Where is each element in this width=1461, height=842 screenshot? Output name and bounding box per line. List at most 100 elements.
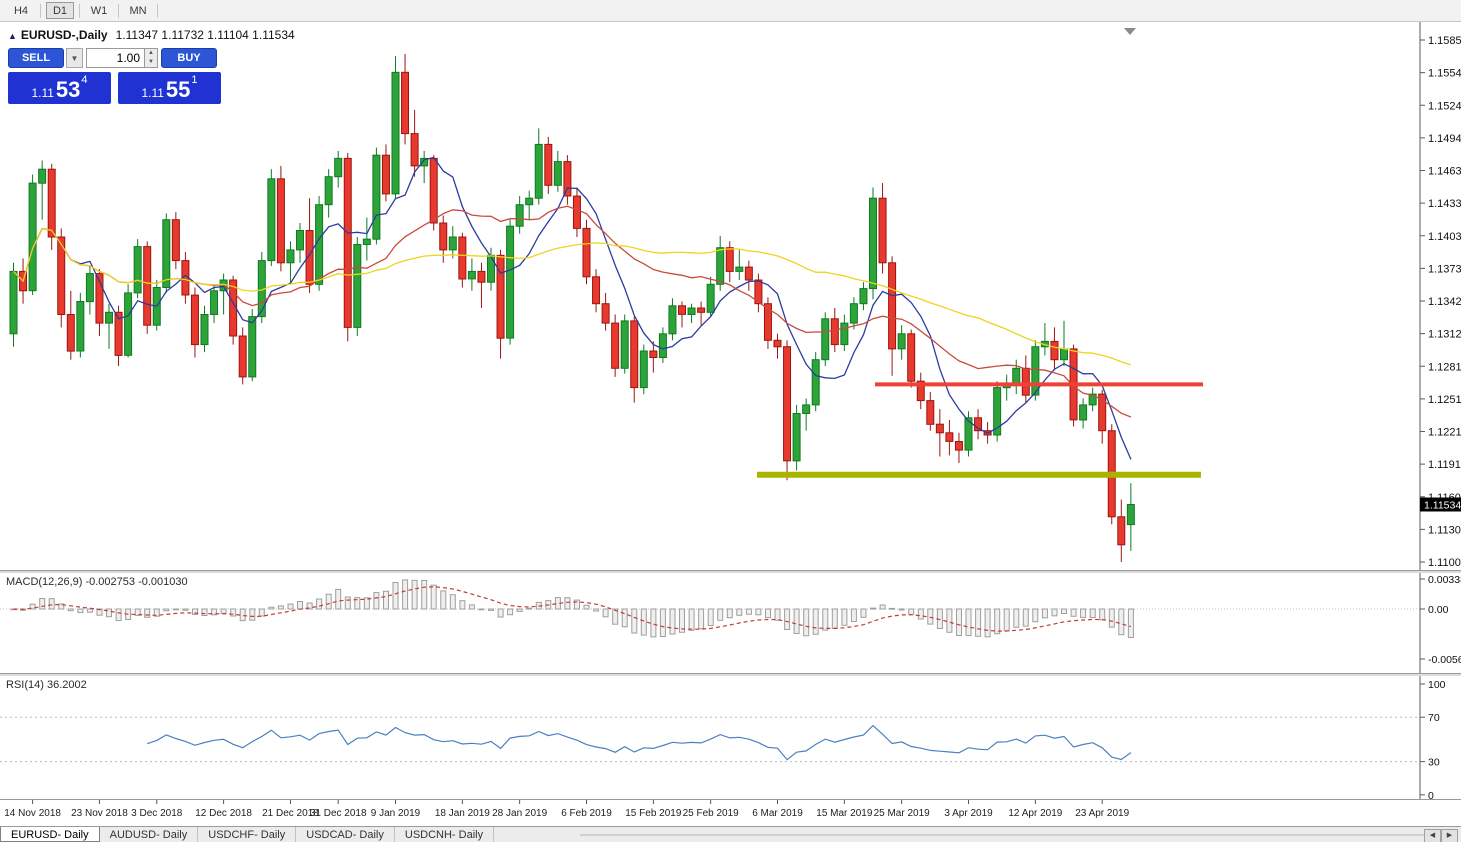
svg-text:30: 30 bbox=[1428, 757, 1440, 769]
buy-button[interactable]: BUY bbox=[161, 48, 217, 68]
chart-tab-usdcnh[interactable]: USDCNH- Daily bbox=[395, 827, 495, 842]
svg-text:1.12515: 1.12515 bbox=[1428, 394, 1461, 406]
volume-down-icon[interactable]: ▼ bbox=[148, 59, 154, 65]
svg-text:100: 100 bbox=[1428, 679, 1446, 691]
macd-histogram bbox=[10, 579, 1134, 638]
svg-text:14 Nov 2018: 14 Nov 2018 bbox=[4, 808, 61, 819]
tab-scroll-right-icon[interactable]: ▶ bbox=[1441, 829, 1458, 842]
svg-text:18 Jan 2019: 18 Jan 2019 bbox=[435, 808, 490, 819]
chart-tab-audusd[interactable]: AUDUSD- Daily bbox=[100, 827, 199, 842]
svg-text:21 Dec 2018: 21 Dec 2018 bbox=[262, 808, 319, 819]
chevron-down-icon: ▼ bbox=[70, 53, 79, 63]
svg-text:1.14030: 1.14030 bbox=[1428, 231, 1461, 243]
bid-prefix: 1.11 bbox=[31, 86, 54, 100]
svg-text:23 Apr 2019: 23 Apr 2019 bbox=[1075, 808, 1129, 819]
volume-field: ▲ ▼ bbox=[86, 48, 158, 68]
volume-stepper: ▲ ▼ bbox=[144, 48, 158, 68]
svg-text:12 Apr 2019: 12 Apr 2019 bbox=[1008, 808, 1062, 819]
toolbar-separator bbox=[157, 3, 158, 18]
svg-text:28 Jan 2019: 28 Jan 2019 bbox=[492, 808, 547, 819]
svg-text:15 Feb 2019: 15 Feb 2019 bbox=[625, 808, 682, 819]
chart-tab-bar: EURUSD- Daily AUDUSD- Daily USDCHF- Daily U… bbox=[0, 826, 1461, 842]
current-price-tag: 1.11534 bbox=[1420, 497, 1461, 512]
svg-text:-0.005663: -0.005663 bbox=[1428, 654, 1461, 666]
date-axis[interactable]: 14 Nov 2018 23 Nov 2018 3 Dec 2018 12 Dec 2… bbox=[0, 799, 1461, 826]
svg-text:1.13120: 1.13120 bbox=[1428, 329, 1461, 341]
timeframe-button-w1[interactable]: W1 bbox=[85, 2, 113, 19]
rsi-panel: 100 70 30 0 RSI(14) 36.2002 bbox=[0, 676, 1461, 799]
svg-text:0.00: 0.00 bbox=[1428, 604, 1449, 616]
panel-splitter-rsi[interactable] bbox=[0, 673, 1461, 676]
one-click-trading-panel: SELL ▼ ▲ ▼ BUY 1.11 53 4 1.1 bbox=[8, 48, 238, 104]
macd-canvas[interactable]: 0.003383 0.00 -0.005663 bbox=[0, 573, 1461, 673]
svg-text:23 Nov 2018: 23 Nov 2018 bbox=[71, 808, 128, 819]
timeframe-button-mn[interactable]: MN bbox=[124, 2, 152, 19]
macd-axis[interactable]: 0.003383 0.00 -0.005663 bbox=[1419, 573, 1461, 673]
ask-price-tile[interactable]: 1.11 55 1 bbox=[118, 72, 221, 104]
svg-text:1.11305: 1.11305 bbox=[1428, 524, 1461, 536]
bid-pip-digit: 4 bbox=[81, 74, 88, 86]
chart-symbol: EURUSD-,Daily bbox=[20, 28, 108, 42]
svg-text:6 Feb 2019: 6 Feb 2019 bbox=[561, 808, 612, 819]
date-axis-canvas: 14 Nov 2018 23 Nov 2018 3 Dec 2018 12 Dec 2… bbox=[4, 800, 1130, 819]
svg-text:31 Dec 2018: 31 Dec 2018 bbox=[310, 808, 367, 819]
bid-big-digits: 53 bbox=[55, 77, 81, 102]
svg-text:25 Feb 2019: 25 Feb 2019 bbox=[683, 808, 740, 819]
svg-text:1.13425: 1.13425 bbox=[1428, 296, 1461, 308]
svg-text:1.11534: 1.11534 bbox=[1424, 500, 1461, 512]
timeframe-toolbar: H4 D1 W1 MN bbox=[0, 0, 1461, 22]
sell-button[interactable]: SELL bbox=[8, 48, 64, 68]
toolbar-separator bbox=[118, 3, 119, 18]
svg-text:1.11910: 1.11910 bbox=[1428, 459, 1461, 471]
svg-text:0.003383: 0.003383 bbox=[1428, 574, 1461, 586]
svg-text:25 Mar 2019: 25 Mar 2019 bbox=[874, 808, 931, 819]
svg-text:0: 0 bbox=[1428, 790, 1434, 799]
candles-layer bbox=[9, 54, 1135, 562]
svg-text:3 Dec 2018: 3 Dec 2018 bbox=[131, 808, 183, 819]
svg-text:1.15850: 1.15850 bbox=[1428, 35, 1461, 47]
rsi-canvas[interactable]: 100 70 30 0 bbox=[0, 676, 1461, 799]
chart-tab-usdcad[interactable]: USDCAD- Daily bbox=[296, 827, 395, 842]
chart-tab-usdchf[interactable]: USDCHF- Daily bbox=[198, 827, 297, 842]
chart-shift-marker-icon[interactable] bbox=[1124, 28, 1136, 35]
rsi-label: RSI(14) 36.2002 bbox=[6, 679, 87, 691]
svg-text:1.12215: 1.12215 bbox=[1428, 427, 1461, 439]
ask-prefix: 1.11 bbox=[141, 86, 164, 100]
macd-panel: 0.003383 0.00 -0.005663 MACD(12,26,9) -0.0… bbox=[0, 573, 1461, 673]
rsi-line bbox=[147, 724, 1132, 761]
macd-signal-line bbox=[13, 586, 1132, 632]
panel-splitter-macd[interactable] bbox=[0, 570, 1461, 573]
svg-text:1.14940: 1.14940 bbox=[1428, 133, 1461, 145]
svg-text:1.12810: 1.12810 bbox=[1428, 361, 1461, 373]
ma-fast-line bbox=[13, 156, 1132, 460]
order-type-dropdown[interactable]: ▼ bbox=[66, 48, 83, 68]
svg-text:9 Jan 2019: 9 Jan 2019 bbox=[371, 808, 421, 819]
toolbar-separator bbox=[79, 3, 80, 18]
ask-big-digits: 55 bbox=[165, 77, 191, 102]
ask-pip-digit: 1 bbox=[191, 74, 198, 86]
main-chart-canvas[interactable]: 1.15850 1.15545 1.15245 1.14940 1.14635 1.143… bbox=[0, 22, 1461, 570]
volume-input[interactable] bbox=[86, 48, 144, 68]
tab-scroll-left-icon[interactable]: ◀ bbox=[1424, 829, 1441, 842]
volume-up-icon[interactable]: ▲ bbox=[148, 50, 154, 56]
ma-slow-line bbox=[13, 227, 1132, 366]
svg-text:6 Mar 2019: 6 Mar 2019 bbox=[752, 808, 803, 819]
timeframe-button-d1[interactable]: D1 bbox=[46, 2, 74, 19]
svg-text:70: 70 bbox=[1428, 712, 1440, 724]
svg-text:12 Dec 2018: 12 Dec 2018 bbox=[195, 808, 252, 819]
svg-text:1.13730: 1.13730 bbox=[1428, 263, 1461, 275]
svg-text:1.15245: 1.15245 bbox=[1428, 100, 1461, 112]
macd-label: MACD(12,26,9) -0.002753 -0.001030 bbox=[6, 576, 188, 588]
rsi-axis[interactable]: 100 70 30 0 bbox=[1419, 676, 1446, 799]
svg-text:1.14335: 1.14335 bbox=[1428, 198, 1461, 210]
bid-price-tile[interactable]: 1.11 53 4 bbox=[8, 72, 111, 104]
chart-tab-eurusd[interactable]: EURUSD- Daily bbox=[0, 827, 100, 842]
price-axis[interactable]: 1.15850 1.15545 1.15245 1.14940 1.14635 1.143… bbox=[1419, 22, 1461, 570]
svg-text:3 Apr 2019: 3 Apr 2019 bbox=[944, 808, 993, 819]
svg-text:15 Mar 2019: 15 Mar 2019 bbox=[816, 808, 873, 819]
tabbar-scroll-track[interactable] bbox=[580, 834, 1425, 836]
toolbar-separator bbox=[40, 3, 41, 18]
timeframe-button-h4[interactable]: H4 bbox=[7, 2, 35, 19]
chart-symbol-icon: ▲ bbox=[8, 31, 17, 41]
